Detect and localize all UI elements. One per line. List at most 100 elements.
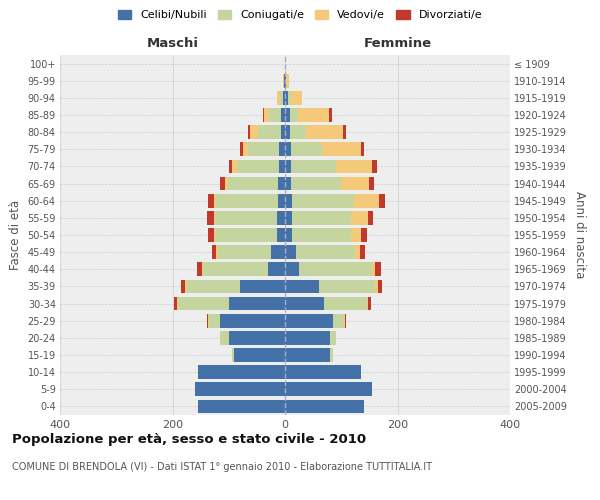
Bar <box>232 160 237 173</box>
Bar <box>361 228 367 242</box>
Bar <box>229 331 285 344</box>
Bar <box>285 228 292 242</box>
Text: Maschi: Maschi <box>146 37 199 50</box>
Bar <box>285 382 372 396</box>
Bar <box>285 142 290 156</box>
Bar <box>263 108 269 122</box>
Bar <box>353 194 379 207</box>
Bar <box>208 211 214 224</box>
Bar <box>285 160 290 173</box>
Bar <box>214 211 215 224</box>
Bar <box>174 296 177 310</box>
Bar <box>248 142 280 156</box>
Bar <box>285 211 292 224</box>
Bar <box>212 246 217 259</box>
Bar <box>220 314 285 328</box>
Bar <box>292 228 351 242</box>
Bar <box>277 91 280 104</box>
Bar <box>248 126 250 139</box>
Bar <box>271 246 285 259</box>
Bar <box>258 126 281 139</box>
Bar <box>329 108 332 122</box>
Bar <box>319 280 375 293</box>
Bar <box>322 142 361 156</box>
Y-axis label: Anni di nascita: Anni di nascita <box>572 192 586 278</box>
Bar <box>285 108 290 122</box>
Y-axis label: Fasce di età: Fasce di età <box>9 200 22 270</box>
Bar <box>298 108 329 122</box>
Bar <box>378 280 382 293</box>
Bar <box>343 126 346 139</box>
Bar <box>285 280 319 293</box>
Bar <box>285 296 325 310</box>
Bar <box>375 262 380 276</box>
Bar <box>197 262 202 276</box>
Text: Femmine: Femmine <box>364 37 431 50</box>
Bar <box>215 211 277 224</box>
Bar <box>220 331 229 344</box>
Bar <box>351 211 368 224</box>
Bar <box>280 91 283 104</box>
Bar <box>307 126 343 139</box>
Bar <box>375 280 378 293</box>
Bar <box>229 296 285 310</box>
Bar <box>290 91 302 104</box>
Bar <box>290 176 341 190</box>
Bar <box>207 314 208 328</box>
Bar <box>203 262 268 276</box>
Bar <box>285 400 364 413</box>
Bar <box>214 194 217 207</box>
Bar <box>237 160 280 173</box>
Bar <box>208 228 214 242</box>
Bar <box>278 194 285 207</box>
Bar <box>290 142 322 156</box>
Bar <box>292 194 353 207</box>
Bar <box>285 262 299 276</box>
Bar <box>209 314 220 328</box>
Bar <box>178 296 229 310</box>
Bar <box>198 400 285 413</box>
Bar <box>299 262 372 276</box>
Bar <box>227 176 278 190</box>
Bar <box>325 296 367 310</box>
Bar <box>232 348 235 362</box>
Bar <box>335 160 372 173</box>
Bar <box>330 348 333 362</box>
Bar <box>296 246 355 259</box>
Bar <box>225 176 227 190</box>
Bar <box>181 280 185 293</box>
Bar <box>250 126 258 139</box>
Bar <box>208 194 214 207</box>
Legend: Celibi/Nubili, Coniugati/e, Vedovi/e, Divorziati/e: Celibi/Nubili, Coniugati/e, Vedovi/e, Di… <box>113 6 487 25</box>
Bar <box>330 331 335 344</box>
Bar <box>333 314 344 328</box>
Bar <box>285 246 296 259</box>
Bar <box>220 176 225 190</box>
Bar <box>285 314 333 328</box>
Bar <box>285 176 290 190</box>
Bar <box>187 280 240 293</box>
Bar <box>217 194 278 207</box>
Bar <box>285 348 330 362</box>
Bar <box>368 211 373 224</box>
Bar <box>285 126 290 139</box>
Bar <box>185 280 187 293</box>
Bar <box>269 108 281 122</box>
Bar <box>195 382 285 396</box>
Bar <box>286 74 289 88</box>
Bar <box>367 296 368 310</box>
Bar <box>215 228 277 242</box>
Text: Popolazione per età, sesso e stato civile - 2010: Popolazione per età, sesso e stato civil… <box>12 432 366 446</box>
Bar <box>235 348 285 362</box>
Bar <box>280 142 285 156</box>
Bar <box>285 366 361 379</box>
Bar <box>288 91 290 104</box>
Bar <box>217 246 218 259</box>
Bar <box>243 142 248 156</box>
Bar <box>344 314 345 328</box>
Bar <box>277 228 285 242</box>
Bar <box>218 246 271 259</box>
Bar <box>379 194 385 207</box>
Bar <box>177 296 178 310</box>
Bar <box>290 126 307 139</box>
